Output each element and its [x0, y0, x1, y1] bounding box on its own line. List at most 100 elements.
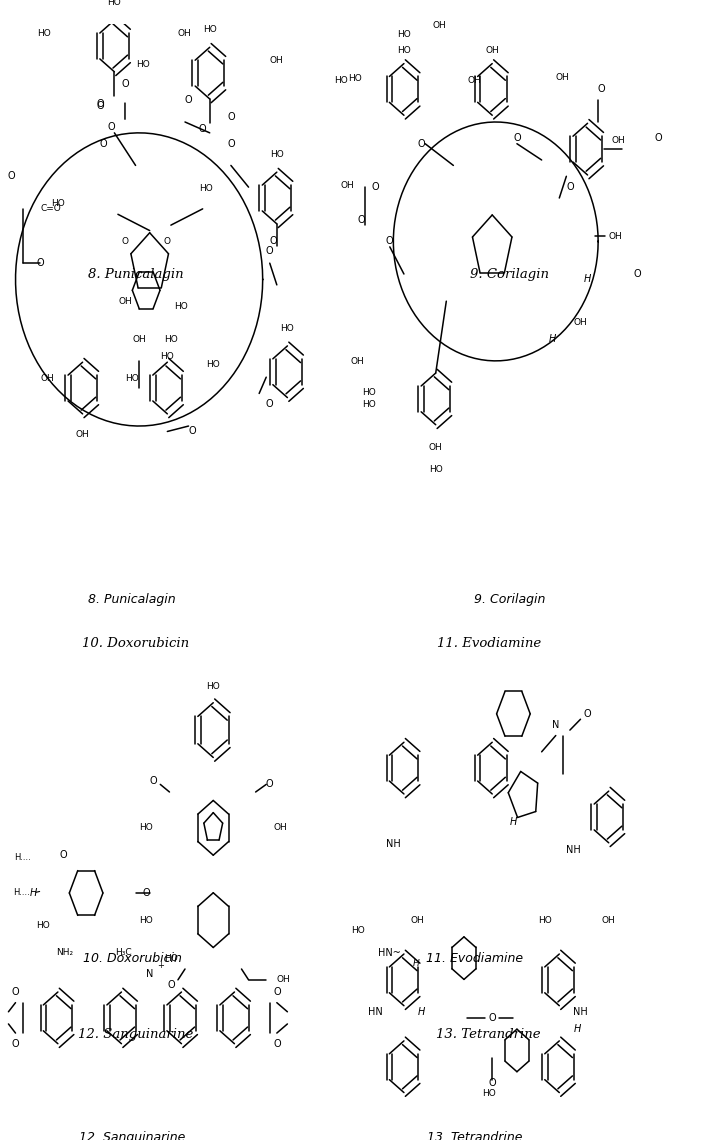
Text: NH: NH [386, 839, 401, 849]
Text: HO: HO [206, 682, 220, 691]
Text: H: H [30, 888, 37, 898]
Text: HO: HO [348, 74, 362, 83]
Text: O: O [584, 709, 591, 719]
Text: H₃C: H₃C [116, 948, 132, 958]
Text: H: H [584, 275, 591, 285]
Text: O: O [513, 133, 520, 144]
Text: 11. Evodiamine: 11. Evodiamine [437, 637, 541, 650]
Text: O: O [36, 258, 44, 268]
Text: OH: OH [411, 915, 425, 925]
Text: H: H [418, 1008, 425, 1017]
Text: OH: OH [432, 21, 446, 30]
Text: OH: OH [132, 335, 146, 343]
Text: O: O [566, 182, 574, 193]
Text: HO: HO [429, 465, 442, 474]
Text: O: O [269, 236, 277, 246]
Text: HO: HO [108, 0, 121, 7]
Text: 12. Sanguinarine: 12. Sanguinarine [79, 1131, 185, 1140]
Text: 10. Doxorubicin: 10. Doxorubicin [82, 637, 189, 650]
Text: HO: HO [206, 359, 220, 368]
Text: O: O [266, 399, 274, 409]
Text: OH: OH [40, 374, 55, 383]
Text: H: H [413, 959, 419, 968]
Text: O: O [266, 780, 274, 789]
Text: OH: OH [273, 823, 287, 832]
Text: 9. Corilagin: 9. Corilagin [470, 268, 549, 280]
Text: HN~: HN~ [377, 947, 401, 958]
Text: O: O [167, 980, 174, 991]
Text: HO: HO [362, 389, 376, 398]
Text: O: O [96, 99, 104, 109]
Text: HO: HO [352, 927, 365, 936]
Text: 13. Tetrandrine: 13. Tetrandrine [427, 1131, 523, 1140]
Text: HO: HO [37, 30, 51, 39]
Text: HO: HO [397, 46, 411, 55]
Text: O: O [418, 139, 425, 148]
Text: HO: HO [281, 324, 294, 333]
Text: HO: HO [164, 954, 178, 962]
Text: O: O [266, 246, 274, 256]
Text: HO: HO [164, 335, 177, 343]
Text: O: O [189, 426, 196, 437]
Text: HO: HO [539, 915, 552, 925]
Text: 8. Punicalagin: 8. Punicalagin [88, 268, 184, 280]
Text: 12. Sanguinarine: 12. Sanguinarine [78, 1027, 194, 1041]
Text: NH: NH [573, 1008, 588, 1017]
Text: H....: H.... [13, 888, 30, 897]
Text: O: O [121, 79, 129, 89]
Text: O: O [12, 987, 19, 996]
Text: H: H [549, 334, 556, 344]
Text: 10. Doxorubicin: 10. Doxorubicin [83, 952, 182, 964]
Text: HO: HO [140, 915, 153, 925]
Text: O: O [633, 269, 641, 279]
Text: O: O [489, 1012, 496, 1023]
Text: 11. Evodiamine: 11. Evodiamine [426, 952, 523, 964]
Text: N: N [552, 719, 559, 730]
Text: O: O [273, 1039, 281, 1049]
Text: OH: OH [429, 443, 442, 453]
Text: O: O [143, 888, 150, 898]
Text: HO: HO [174, 302, 189, 311]
Text: H....: H.... [14, 854, 31, 862]
Text: O: O [654, 133, 662, 144]
Text: OH: OH [118, 296, 132, 306]
Text: O: O [164, 237, 171, 246]
Text: O: O [60, 850, 67, 860]
Text: OH: OH [269, 57, 284, 65]
Text: HO: HO [362, 400, 376, 409]
Text: OH: OH [277, 976, 291, 984]
Text: OH: OH [340, 181, 354, 190]
Text: O: O [185, 96, 192, 105]
Text: 9. Corilagin: 9. Corilagin [474, 593, 545, 606]
Text: O: O [372, 182, 379, 193]
Text: O: O [227, 139, 235, 148]
Text: OH: OH [467, 75, 481, 84]
Text: O: O [100, 139, 108, 148]
Text: O: O [227, 112, 235, 122]
Text: O: O [96, 100, 104, 111]
Text: OH: OH [178, 30, 191, 39]
Text: O: O [199, 124, 206, 135]
Text: OH: OH [351, 357, 364, 366]
Text: HO: HO [160, 351, 174, 360]
Text: 13. Tetrandrine: 13. Tetrandrine [436, 1027, 541, 1041]
Text: H: H [510, 817, 517, 828]
Text: HO: HO [397, 31, 411, 40]
Text: O: O [150, 776, 157, 787]
Text: O: O [8, 171, 16, 181]
Text: HO: HO [334, 75, 347, 84]
Text: HO: HO [51, 200, 65, 207]
Text: O: O [489, 1078, 496, 1088]
Text: O: O [358, 214, 365, 225]
Text: NH₂: NH₂ [57, 948, 74, 958]
Text: +: + [157, 961, 164, 970]
Text: OH: OH [76, 430, 89, 439]
Text: OH: OH [574, 318, 587, 327]
Text: HO: HO [35, 921, 50, 930]
Text: O: O [12, 1039, 19, 1049]
Text: O: O [273, 987, 281, 996]
Text: HO: HO [199, 185, 213, 194]
Text: O: O [598, 84, 605, 95]
Text: O: O [121, 237, 128, 246]
Text: HO: HO [125, 374, 139, 383]
